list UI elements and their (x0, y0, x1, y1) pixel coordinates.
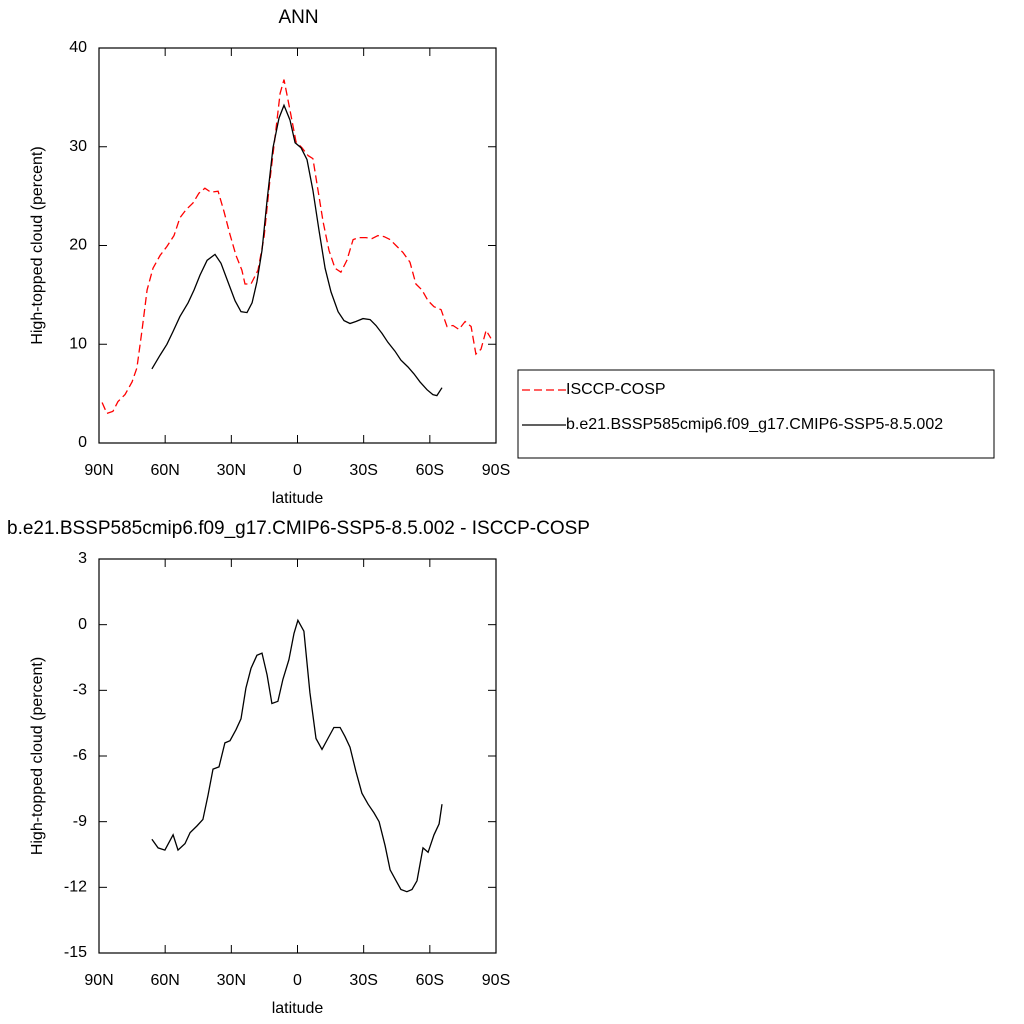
plot-frame (98, 558, 497, 954)
y-tick-label: -15 (64, 944, 87, 961)
y-tick-label: 0 (78, 616, 87, 633)
x-tick-label: 90N (84, 972, 113, 989)
y-tick-label: 10 (69, 335, 87, 352)
y-tick-label: 20 (69, 237, 87, 254)
plot-frame (98, 47, 497, 444)
legend-box (517, 369, 995, 459)
x-tick-label: 90S (482, 972, 510, 989)
x-tick-label: 30S (349, 972, 377, 989)
legend-label: ISCCP-COSP (566, 381, 666, 398)
y-axis-label: High-topped cloud (percent) (29, 657, 46, 855)
x-tick-label: 90S (482, 462, 510, 479)
x-tick-label: 60S (416, 462, 444, 479)
y-tick-label: 40 (69, 39, 87, 56)
x-tick-label: 60N (150, 972, 179, 989)
y-tick-label: 0 (78, 434, 87, 451)
y-tick-label: -9 (73, 813, 87, 830)
y-tick-label: -3 (73, 682, 87, 699)
x-tick-label: 60S (416, 972, 444, 989)
x-axis-label: latitude (272, 1000, 324, 1017)
x-tick-label: 90N (84, 462, 113, 479)
x-tick-label: 30N (217, 462, 246, 479)
x-tick-label: 0 (293, 462, 302, 479)
y-tick-label: -6 (73, 747, 87, 764)
x-tick-label: 30S (349, 462, 377, 479)
chart-title: b.e21.BSSP585cmip6.f09_g17.CMIP6-SSP5-8.… (7, 518, 590, 539)
y-axis-label: High-topped cloud (percent) (29, 146, 46, 344)
data-line (151, 618, 443, 893)
y-tick-label: 30 (69, 138, 87, 155)
data-line (101, 79, 492, 415)
chart-title: ANN (278, 7, 318, 28)
data-line (151, 103, 443, 397)
x-axis-label: latitude (272, 490, 324, 507)
legend-label: b.e21.BSSP585cmip6.f09_g17.CMIP6-SSP5-8.… (566, 416, 943, 433)
y-tick-label: 3 (78, 550, 87, 567)
x-tick-label: 0 (293, 972, 302, 989)
x-tick-label: 60N (150, 462, 179, 479)
y-tick-label: -12 (64, 879, 87, 896)
x-tick-label: 30N (217, 972, 246, 989)
